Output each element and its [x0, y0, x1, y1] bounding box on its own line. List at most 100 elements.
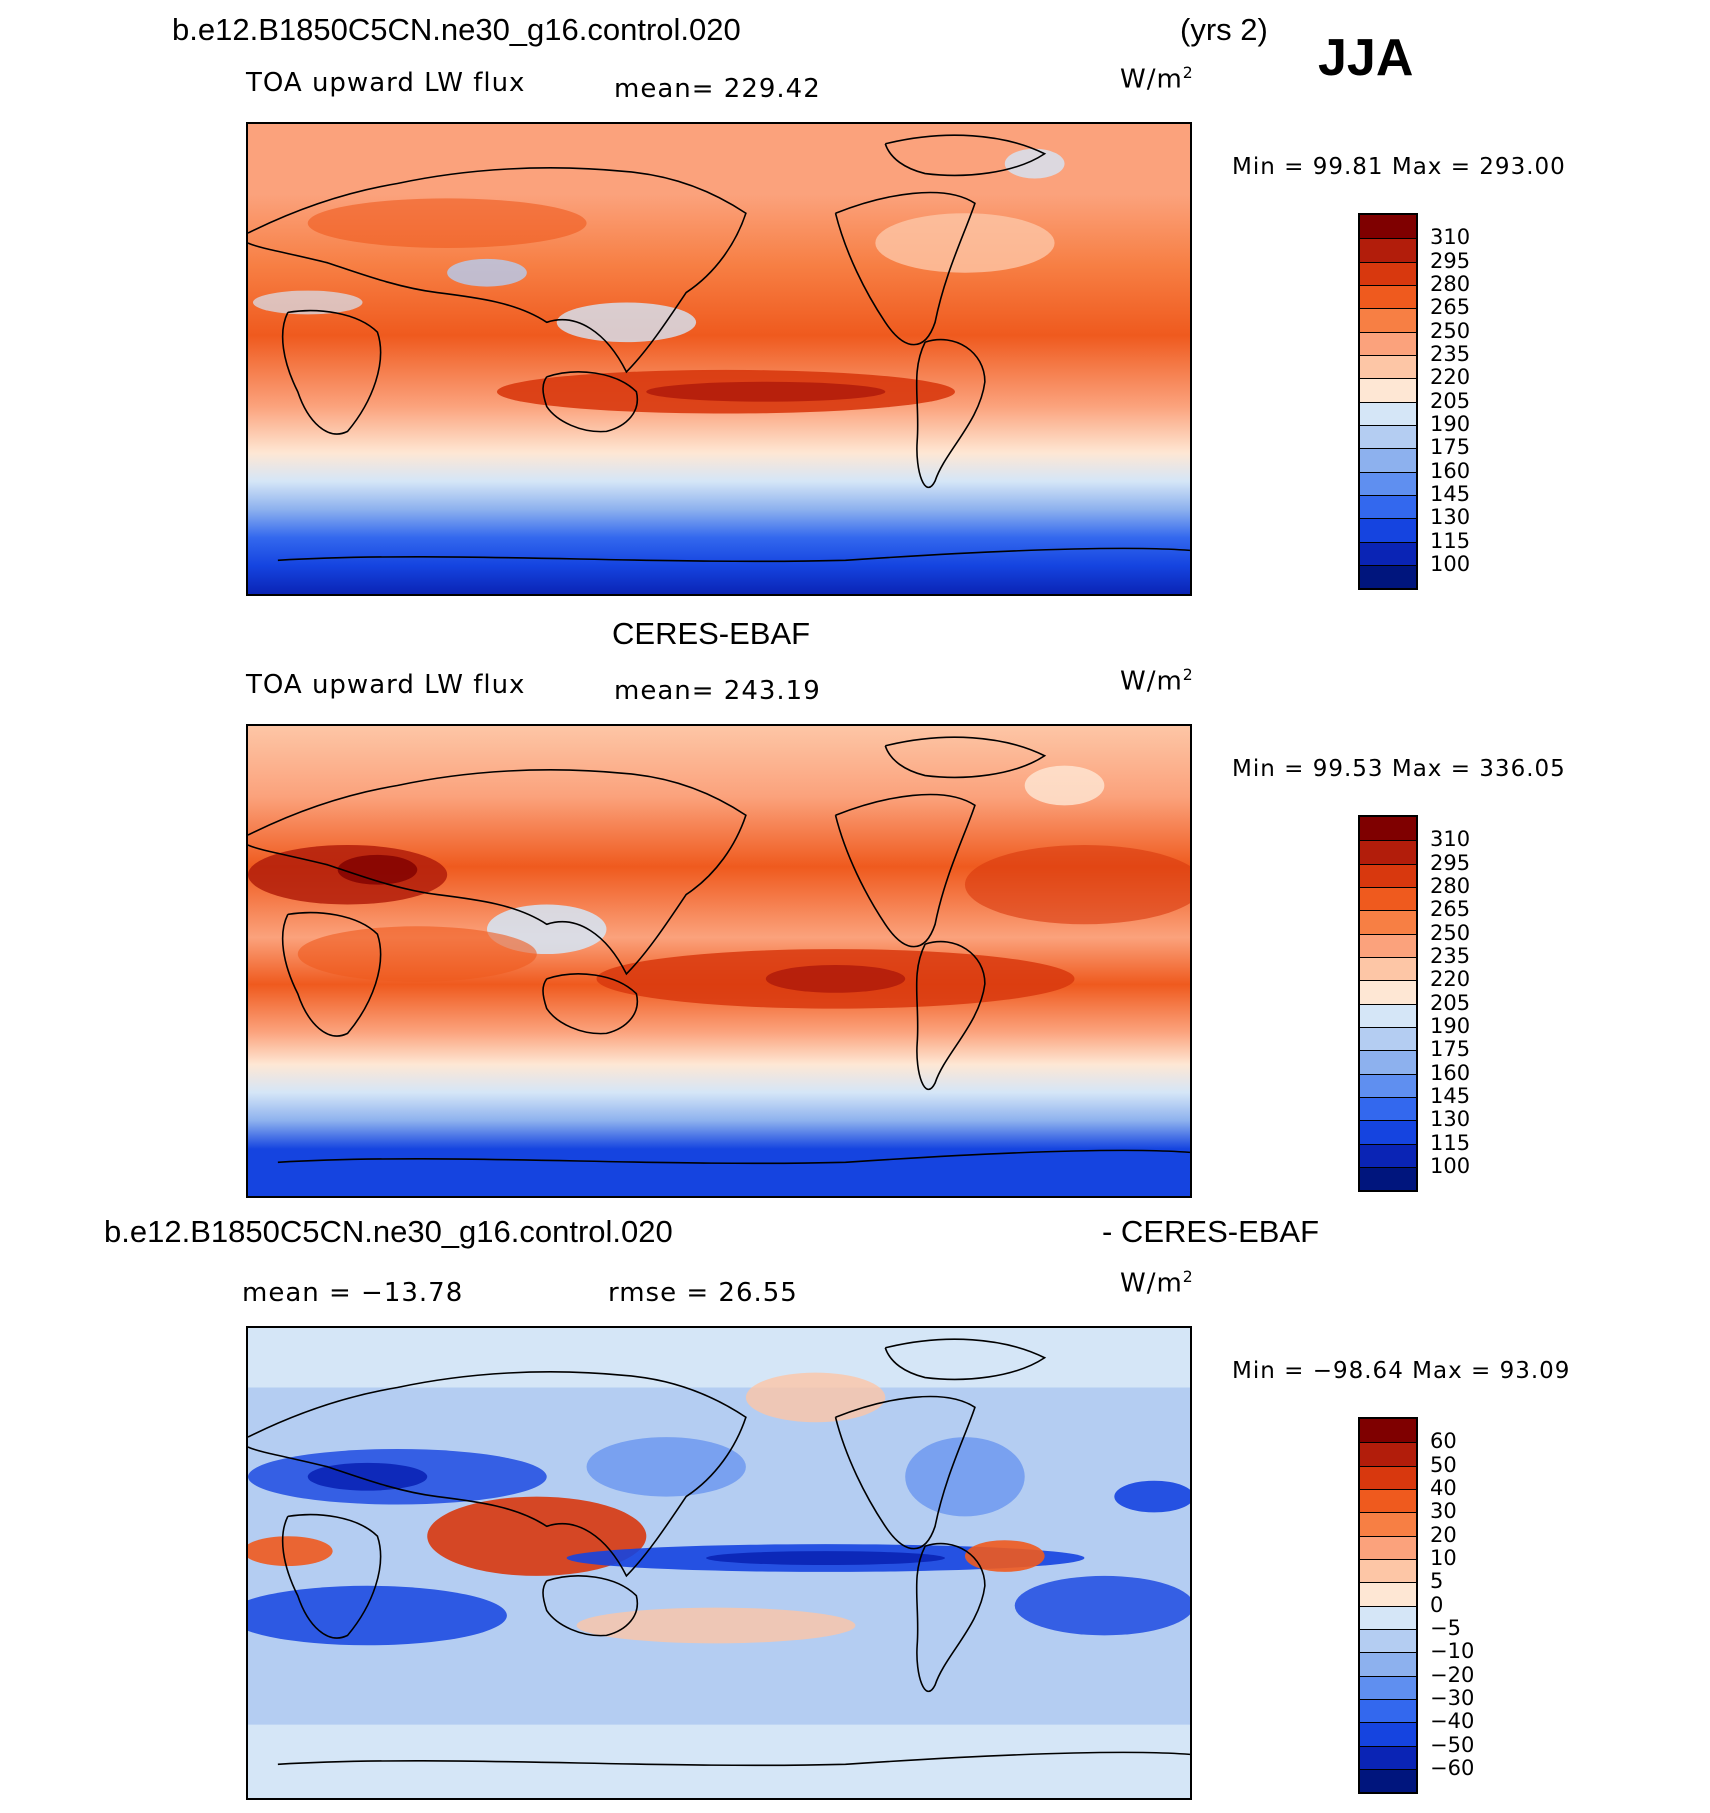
colorbar-tick-label: 205 — [1430, 388, 1471, 413]
panel1-colorbar-segments — [1360, 215, 1416, 589]
colorbar-tick-label: 60 — [1430, 1429, 1457, 1454]
panel3-colorbar — [1358, 1417, 1418, 1795]
colorbar-segment — [1360, 1488, 1416, 1513]
colorbar-tick-label: 130 — [1430, 505, 1471, 530]
colorbar-tick-label: 235 — [1430, 943, 1471, 968]
colorbar-segment — [1360, 840, 1416, 864]
panel2-units: W/m2 — [1120, 666, 1194, 697]
colorbar-tick-label: 20 — [1430, 1522, 1457, 1547]
colorbar-segment — [1360, 1050, 1416, 1074]
colorbar-tick-label: −50 — [1430, 1732, 1475, 1757]
panel1-map — [246, 122, 1192, 596]
colorbar-tick-label: 265 — [1430, 295, 1471, 320]
colorbar-tick-label: −5 — [1430, 1615, 1461, 1640]
colorbar-segment — [1360, 1745, 1416, 1769]
colorbar-segment — [1360, 518, 1416, 542]
colorbar-segment — [1360, 1143, 1416, 1167]
colorbar-segment — [1360, 1166, 1416, 1191]
panel3-mean: mean = −13.78 — [242, 1278, 464, 1308]
panel2-mean: mean= 243.19 — [614, 676, 821, 706]
colorbar-segment — [1360, 494, 1416, 519]
colorbar-segment — [1360, 424, 1416, 449]
colorbar-segment — [1360, 886, 1416, 911]
panel3-map-svg — [248, 1328, 1190, 1798]
colorbar-tick-label: 10 — [1430, 1545, 1457, 1570]
case-title: b.e12.B1850C5CN.ne30_g16.control.020 — [172, 12, 741, 47]
colorbar-segment — [1360, 1722, 1416, 1746]
colorbar-segment — [1360, 1628, 1416, 1653]
colorbar-tick-label: 130 — [1430, 1107, 1471, 1132]
colorbar-tick-label: 295 — [1430, 248, 1471, 273]
panel1-colorbar — [1358, 213, 1418, 591]
colorbar-tick-label: −60 — [1430, 1755, 1475, 1780]
panel1-minmax: Min = 99.81 Max = 293.00 — [1232, 154, 1566, 180]
colorbar-segment — [1360, 1073, 1416, 1097]
colorbar-tick-label: 30 — [1430, 1499, 1457, 1524]
colorbar-segment — [1360, 215, 1416, 239]
colorbar-segment — [1360, 1442, 1416, 1466]
colorbar-segment — [1360, 471, 1416, 495]
colorbar-segment — [1360, 261, 1416, 285]
colorbar-tick-label: 310 — [1430, 225, 1471, 250]
colorbar-tick-label: −30 — [1430, 1685, 1475, 1710]
colorbar-segment — [1360, 1419, 1416, 1443]
colorbar-segment — [1360, 1582, 1416, 1606]
colorbar-tick-label: −10 — [1430, 1639, 1475, 1664]
colorbar-segment — [1360, 933, 1416, 957]
panel1-variable: TOA upward LW flux — [246, 68, 526, 98]
panel1-mean: mean= 229.42 — [614, 74, 821, 104]
colorbar-tick-label: 175 — [1430, 1037, 1471, 1062]
colorbar-tick-label: 310 — [1430, 827, 1471, 852]
colorbar-tick-label: 190 — [1430, 411, 1471, 436]
panel3-title-right: - CERES-EBAF — [1102, 1214, 1320, 1249]
colorbar-segment — [1360, 1535, 1416, 1559]
years-label: (yrs 2) — [1180, 12, 1268, 47]
colorbar-segment — [1360, 1465, 1416, 1489]
colorbar-tick-label: 250 — [1430, 920, 1471, 945]
colorbar-tick-label: 100 — [1430, 1153, 1471, 1178]
panel2-minmax: Min = 99.53 Max = 336.05 — [1232, 756, 1566, 782]
panel1-map-svg — [248, 124, 1190, 594]
colorbar-segment — [1360, 284, 1416, 309]
panel2-title: CERES-EBAF — [612, 616, 811, 651]
colorbar-tick-label: 220 — [1430, 365, 1471, 390]
colorbar-tick-label: −20 — [1430, 1662, 1475, 1687]
colorbar-segment — [1360, 331, 1416, 355]
colorbar-segment — [1360, 956, 1416, 981]
panel2-colorbar — [1358, 815, 1418, 1193]
colorbar-segment — [1360, 401, 1416, 425]
colorbar-tick-label: 190 — [1430, 1013, 1471, 1038]
colorbar-segment — [1360, 1026, 1416, 1051]
colorbar-segment — [1360, 817, 1416, 841]
colorbar-segment — [1360, 1675, 1416, 1699]
colorbar-tick-label: 295 — [1430, 850, 1471, 875]
colorbar-segment — [1360, 1096, 1416, 1121]
colorbar-tick-label: 145 — [1430, 481, 1471, 506]
colorbar-tick-label: 220 — [1430, 967, 1471, 992]
panel3-title: b.e12.B1850C5CN.ne30_g16.control.020 — [104, 1214, 673, 1249]
colorbar-tick-label: 100 — [1430, 551, 1471, 576]
season-label: JJA — [1318, 29, 1414, 87]
colorbar-tick-label: 115 — [1430, 1130, 1471, 1155]
colorbar-segment — [1360, 354, 1416, 379]
colorbar-segment — [1360, 1698, 1416, 1723]
colorbar-tick-label: 175 — [1430, 435, 1471, 460]
colorbar-tick-label: 280 — [1430, 271, 1471, 296]
panel3-colorbar-segments — [1360, 1419, 1416, 1793]
colorbar-segment — [1360, 1003, 1416, 1027]
colorbar-segment — [1360, 1120, 1416, 1144]
panel1-units: W/m2 — [1120, 64, 1194, 95]
colorbar-segment — [1360, 541, 1416, 565]
colorbar-tick-label: −40 — [1430, 1709, 1475, 1734]
colorbar-tick-label: 5 — [1430, 1569, 1444, 1594]
colorbar-tick-label: 250 — [1430, 318, 1471, 343]
colorbar-tick-label: 50 — [1430, 1452, 1457, 1477]
colorbar-segment — [1360, 980, 1416, 1004]
panel3-rmse: rmse = 26.55 — [608, 1278, 798, 1308]
panel2-variable: TOA upward LW flux — [246, 670, 526, 700]
colorbar-tick-label: 40 — [1430, 1475, 1457, 1500]
colorbar-tick-label: 0 — [1430, 1592, 1444, 1617]
colorbar-segment — [1360, 1768, 1416, 1793]
colorbar-segment — [1360, 238, 1416, 262]
panel2-map-svg — [248, 726, 1190, 1196]
